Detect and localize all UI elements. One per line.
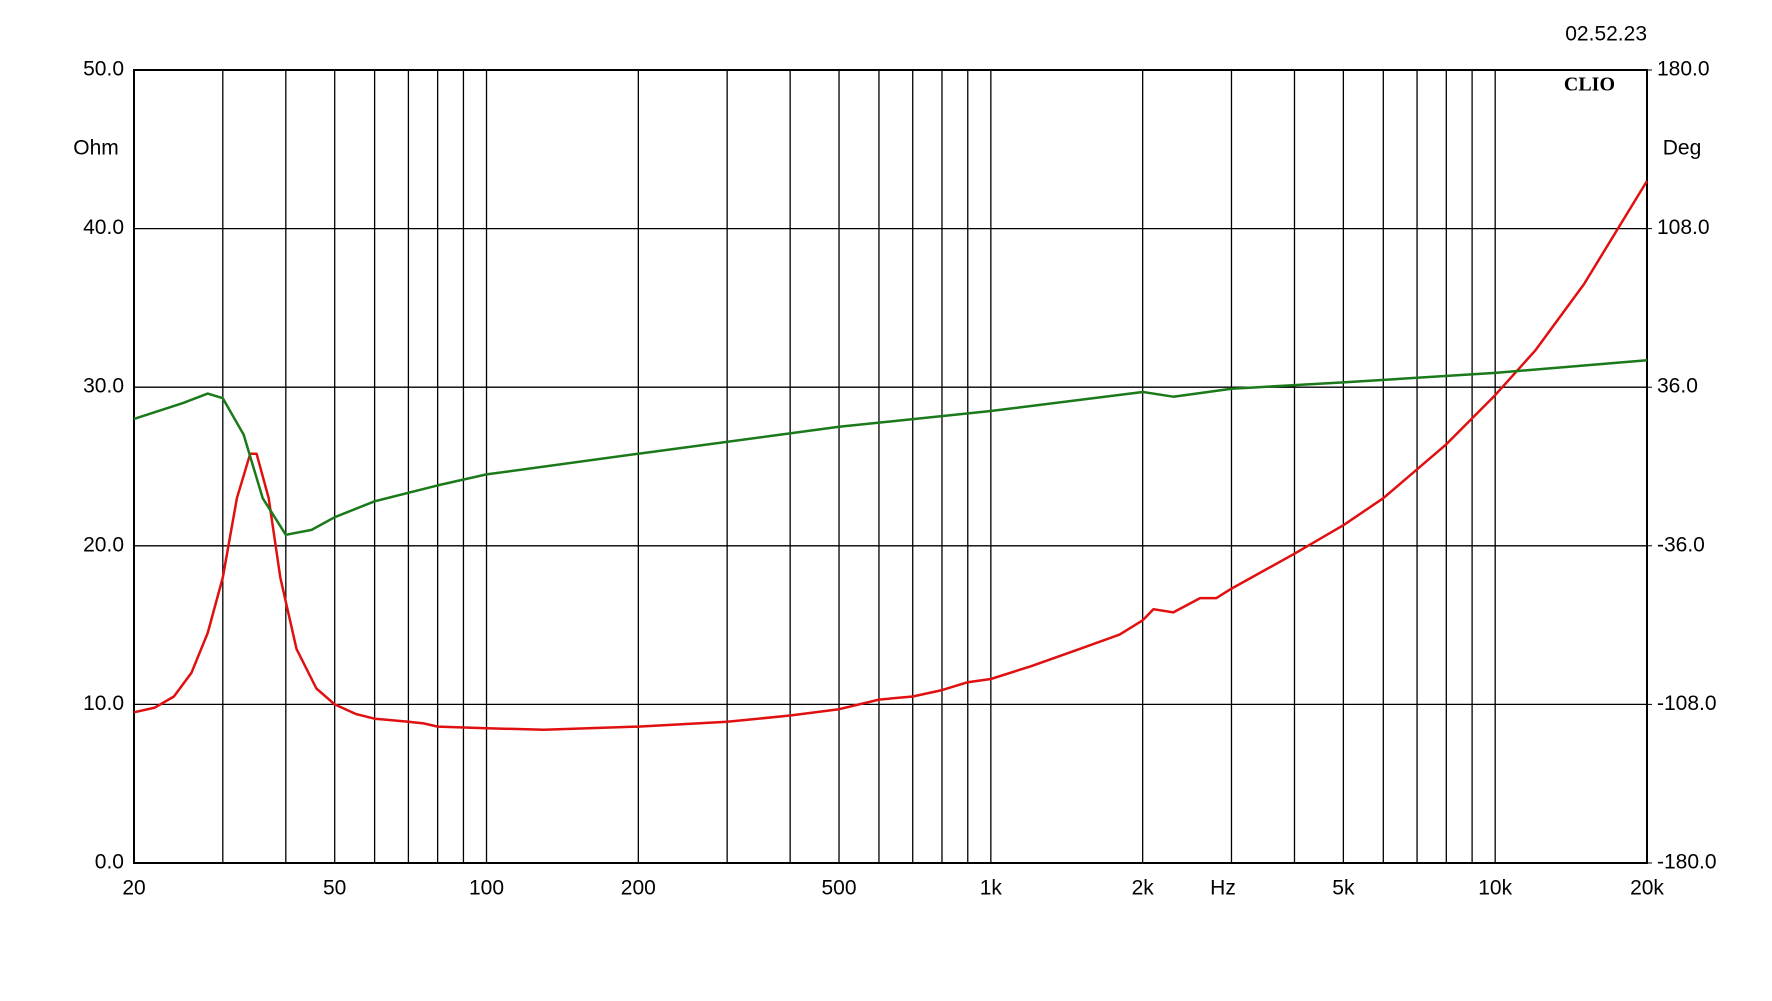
y-tick-label: 40.0 xyxy=(83,216,124,239)
x-tick-label: 10k xyxy=(1478,877,1512,900)
x-tick-label: 200 xyxy=(621,877,656,900)
series-line xyxy=(133,359,1648,537)
timestamp: 02.52.23 xyxy=(1565,23,1647,46)
y2-tick-label: 36.0 xyxy=(1657,375,1698,398)
y-axis-label: Ohm xyxy=(73,137,119,160)
x-tick-label: 50 xyxy=(323,877,346,900)
plot-frame xyxy=(133,69,1648,864)
y2-tick-label: -36.0 xyxy=(1657,533,1705,556)
y2-tick-label: -108.0 xyxy=(1657,692,1717,715)
x-axis-label: Hz xyxy=(1210,877,1236,900)
y2-axis-label: Deg xyxy=(1663,137,1702,160)
x-tick-label: 500 xyxy=(822,877,857,900)
x-tick-label: 1k xyxy=(980,877,1003,900)
x-tick-label: 2k xyxy=(1132,877,1155,900)
y2-tick-label: 108.0 xyxy=(1657,216,1710,239)
y-tick-label: 30.0 xyxy=(83,375,124,398)
brand: CLIO xyxy=(1564,74,1615,96)
y-tick-label: 0.0 xyxy=(95,851,124,874)
y2-tick-label: 180.0 xyxy=(1657,58,1710,81)
series-line xyxy=(133,180,1649,732)
y-tick-label: 20.0 xyxy=(83,533,124,556)
y-tick-label: 10.0 xyxy=(83,692,124,715)
x-tick-label: 5k xyxy=(1332,877,1355,900)
x-tick-label: 20 xyxy=(122,877,145,900)
y-tick-label: 50.0 xyxy=(83,58,124,81)
x-tick-label: 100 xyxy=(469,877,504,900)
x-tick-label: 20k xyxy=(1630,877,1664,900)
y2-tick-label: -180.0 xyxy=(1657,851,1717,874)
